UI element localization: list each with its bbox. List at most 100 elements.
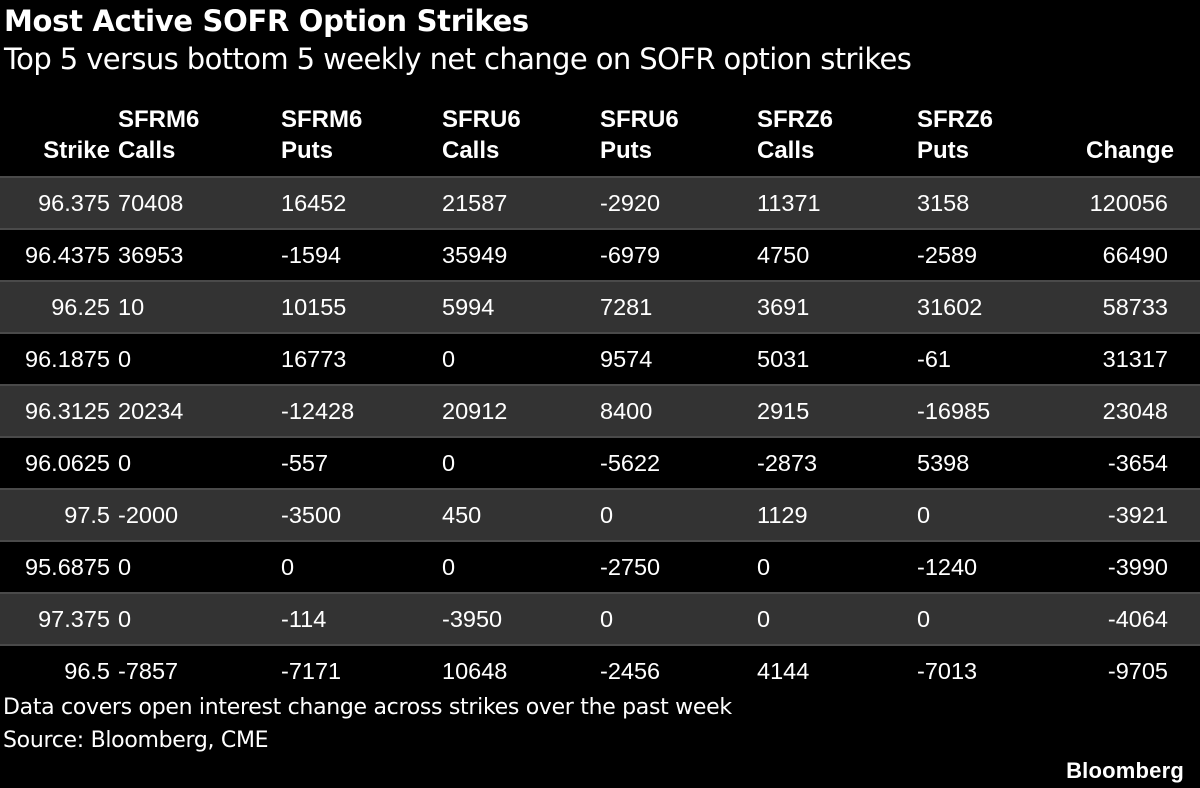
cell-strike: 96.375 (0, 177, 118, 229)
cell-sfru6-puts: -6979 (600, 229, 757, 281)
cell-sfrz6-calls: 11371 (757, 177, 917, 229)
cell-change: -3654 (1057, 437, 1200, 489)
cell-strike: 97.375 (0, 593, 118, 645)
cell-sfrm6-calls: 0 (118, 333, 281, 385)
table-row: 96.0625 0 -557 0 -5622 -2873 5398 -3654 (0, 437, 1200, 489)
cell-sfru6-calls: 450 (442, 489, 600, 541)
table-row: 95.6875 0 0 0 -2750 0 -1240 -3990 (0, 541, 1200, 593)
cell-sfrm6-puts: 10155 (281, 281, 442, 333)
table-body: 96.375 70408 16452 21587 -2920 11371 3158 12005… (0, 177, 1200, 696)
table-row: 96.25 10 10155 5994 7281 3691 31602 58733 (0, 281, 1200, 333)
cell-sfrm6-puts: -1594 (281, 229, 442, 281)
cell-sfru6-calls: 20912 (442, 385, 600, 437)
cell-sfrm6-puts: 0 (281, 541, 442, 593)
cell-strike: 96.4375 (0, 229, 118, 281)
cell-sfrz6-puts: -2589 (917, 229, 1057, 281)
cell-strike: 96.25 (0, 281, 118, 333)
cell-sfrz6-calls: 3691 (757, 281, 917, 333)
cell-sfrm6-calls: 0 (118, 593, 281, 645)
cell-change: -3921 (1057, 489, 1200, 541)
cell-sfrz6-calls: 5031 (757, 333, 917, 385)
cell-sfrz6-puts: -1240 (917, 541, 1057, 593)
table-row: 96.3125 20234 -12428 20912 8400 2915 -16985 230… (0, 385, 1200, 437)
column-header-strike: Strike (43, 137, 110, 164)
cell-change: -3990 (1057, 541, 1200, 593)
cell-strike: 96.1875 (0, 333, 118, 385)
chart-subtitle: Top 5 versus bottom 5 weekly net change … (4, 42, 912, 76)
cell-sfrm6-calls: 0 (118, 437, 281, 489)
column-header-sfrz6-puts: SFRZ6 Puts (917, 106, 994, 164)
cell-strike: 95.6875 (0, 541, 118, 593)
cell-sfru6-calls: 21587 (442, 177, 600, 229)
table-row: 97.5 -2000 -3500 450 0 1129 0 -3921 (0, 489, 1200, 541)
cell-sfrz6-puts: 3158 (917, 177, 1057, 229)
cell-sfru6-puts: 9574 (600, 333, 757, 385)
cell-change: 120056 (1057, 177, 1200, 229)
table-row: 96.4375 36953 -1594 35949 -6979 4750 -2589 6649… (0, 229, 1200, 281)
cell-change: 58733 (1057, 281, 1200, 333)
cell-sfrz6-puts: 31602 (917, 281, 1057, 333)
cell-sfrz6-calls: 2915 (757, 385, 917, 437)
column-header-sfrm6-puts: SFRM6 Puts (281, 106, 363, 164)
column-header-change: Change (1085, 137, 1174, 164)
cell-sfrz6-calls: 4750 (757, 229, 917, 281)
cell-sfru6-puts: -2920 (600, 177, 757, 229)
cell-sfru6-calls: 0 (442, 437, 600, 489)
cell-sfrz6-puts: -61 (917, 333, 1057, 385)
column-header-sfru6-puts: SFRU6 Puts (600, 106, 679, 164)
cell-sfru6-calls: 0 (442, 333, 600, 385)
cell-sfrz6-puts: -16985 (917, 385, 1057, 437)
bloomberg-logo: Bloomberg (1066, 758, 1184, 783)
table-row: 96.5 -7857 -7171 10648 -2456 4144 -7013 -9705 (0, 645, 1200, 696)
cell-sfrm6-puts: 16773 (281, 333, 442, 385)
chart-title: Most Active SOFR Option Strikes (4, 4, 529, 38)
cell-sfru6-puts: -2750 (600, 541, 757, 593)
cell-sfru6-calls: 0 (442, 541, 600, 593)
cell-sfrz6-calls: -2873 (757, 437, 917, 489)
cell-sfru6-puts: -2456 (600, 645, 757, 696)
cell-sfrz6-puts: -7013 (917, 645, 1057, 696)
cell-sfrm6-puts: 16452 (281, 177, 442, 229)
cell-sfrm6-puts: -557 (281, 437, 442, 489)
cell-sfru6-calls: 10648 (442, 645, 600, 696)
cell-sfrz6-puts: 0 (917, 593, 1057, 645)
cell-sfrm6-calls: 10 (118, 281, 281, 333)
cell-sfru6-puts: 0 (600, 489, 757, 541)
column-header-sfru6-calls: SFRU6 Calls (442, 106, 521, 164)
cell-sfrz6-puts: 0 (917, 489, 1057, 541)
cell-strike: 96.3125 (0, 385, 118, 437)
cell-sfrm6-calls: -7857 (118, 645, 281, 696)
cell-sfrm6-puts: -7171 (281, 645, 442, 696)
cell-sfrm6-puts: -12428 (281, 385, 442, 437)
strikes-table: Strike SFRM6 Calls SFRM6 Puts SFRU6 Calls S… (0, 104, 1200, 696)
column-header-sfrm6-calls: SFRM6 Calls (118, 106, 200, 164)
cell-sfrm6-calls: -2000 (118, 489, 281, 541)
cell-sfrm6-puts: -3500 (281, 489, 442, 541)
cell-strike: 96.0625 (0, 437, 118, 489)
cell-sfrz6-calls: 0 (757, 593, 917, 645)
table-row: 97.375 0 -114 -3950 0 0 0 -4064 (0, 593, 1200, 645)
cell-sfrm6-calls: 0 (118, 541, 281, 593)
table-row: 96.1875 0 16773 0 9574 5031 -61 31317 (0, 333, 1200, 385)
cell-strike: 97.5 (0, 489, 118, 541)
cell-sfrm6-calls: 20234 (118, 385, 281, 437)
cell-sfrm6-calls: 36953 (118, 229, 281, 281)
cell-sfrm6-puts: -114 (281, 593, 442, 645)
cell-change: 31317 (1057, 333, 1200, 385)
cell-strike: 96.5 (0, 645, 118, 696)
cell-change: 23048 (1057, 385, 1200, 437)
cell-sfru6-calls: 35949 (442, 229, 600, 281)
cell-sfrz6-puts: 5398 (917, 437, 1057, 489)
table-row: 96.375 70408 16452 21587 -2920 11371 3158 12005… (0, 177, 1200, 229)
cell-change: -4064 (1057, 593, 1200, 645)
cell-sfru6-puts: 7281 (600, 281, 757, 333)
footnote: Data covers open interest change across … (3, 695, 732, 720)
cell-sfru6-calls: -3950 (442, 593, 600, 645)
cell-sfru6-puts: -5622 (600, 437, 757, 489)
cell-sfru6-puts: 0 (600, 593, 757, 645)
cell-change: 66490 (1057, 229, 1200, 281)
cell-change: -9705 (1057, 645, 1200, 696)
cell-sfrm6-calls: 70408 (118, 177, 281, 229)
column-header-sfrz6-calls: SFRZ6 Calls (757, 106, 834, 164)
cell-sfrz6-calls: 0 (757, 541, 917, 593)
